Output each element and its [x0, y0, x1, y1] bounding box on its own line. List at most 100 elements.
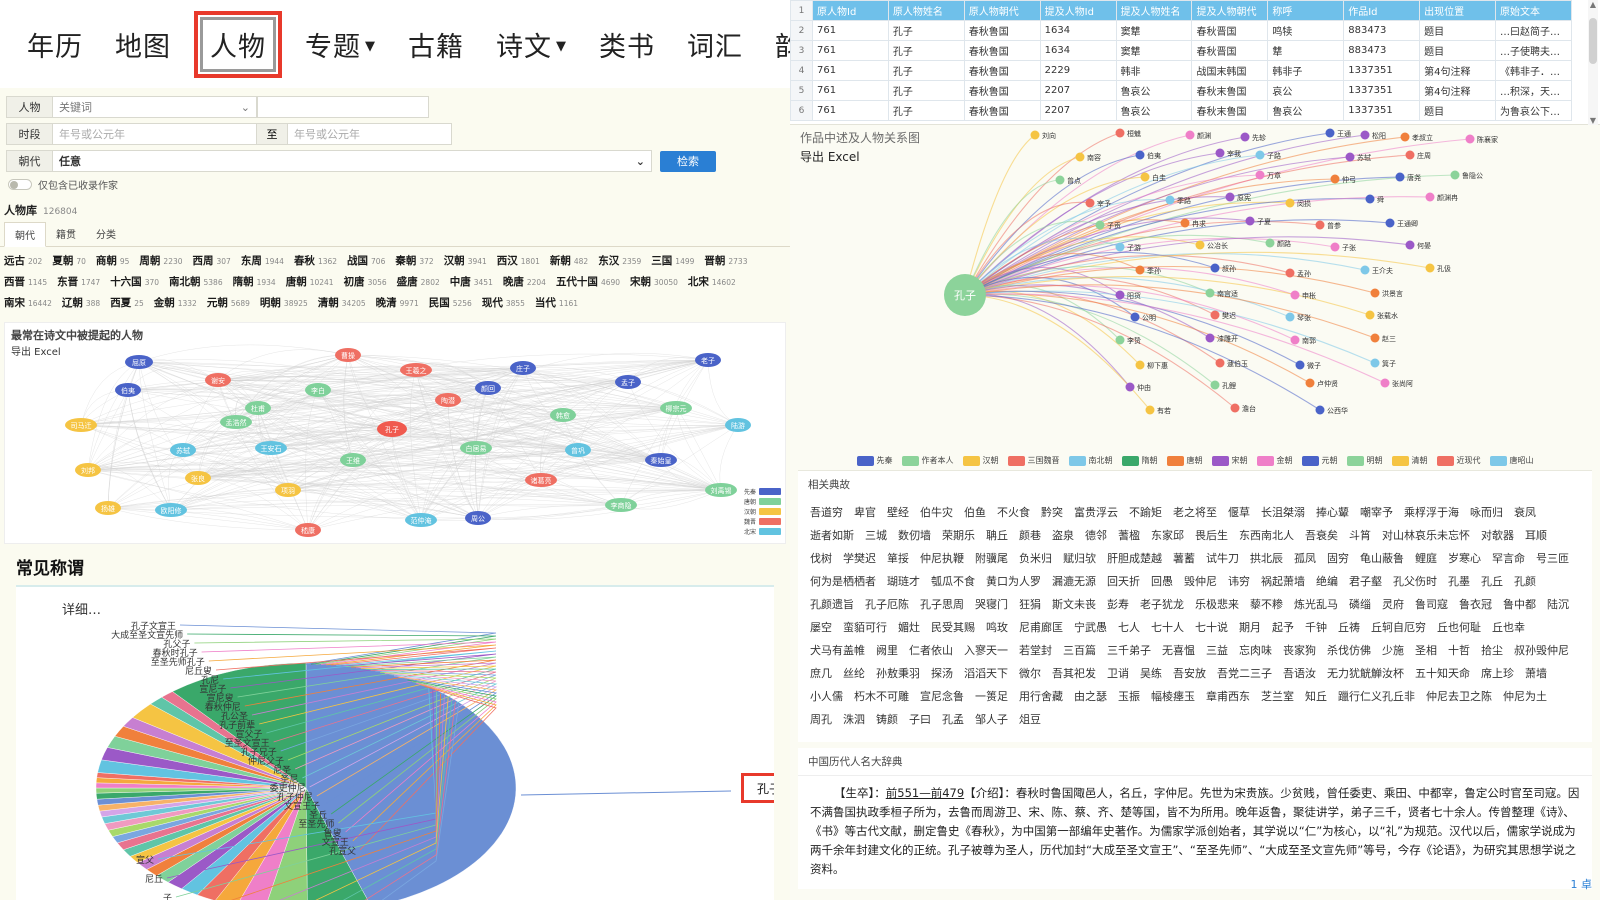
allusion-tag[interactable]: 丘祷: [1338, 619, 1360, 635]
allusion-tag[interactable]: 富贵浮云: [1074, 504, 1118, 520]
allusion-tag[interactable]: 若堂封: [1019, 642, 1052, 658]
network-node[interactable]: 季孙: [1136, 266, 1162, 276]
network-node[interactable]: 张载水: [1366, 311, 1399, 321]
allusion-tag[interactable]: 狂狷: [1019, 596, 1041, 612]
table-row[interactable]: 2761孔子春秋鲁国1634窦犨春秋晋国鸣犊883473题目…曰赵简子使聘大…: [791, 21, 1572, 41]
table-cell[interactable]: 哀公: [1268, 81, 1344, 101]
allusion-tag[interactable]: 灵府: [1382, 596, 1404, 612]
legend-item[interactable]: 元朝: [1302, 455, 1338, 466]
allusion-tag[interactable]: 五十知天命: [1415, 665, 1470, 681]
allusion-tag[interactable]: 仲尼为土: [1503, 688, 1547, 704]
allusion-tag[interactable]: 小人儒: [810, 688, 843, 704]
right-network-export-excel[interactable]: 导出 Excel: [800, 148, 920, 165]
allusion-tag[interactable]: 伯牛灾: [920, 504, 953, 520]
allusion-tag[interactable]: 章甫西东: [1206, 688, 1250, 704]
network-node[interactable]: 项羽: [275, 483, 301, 497]
table-cell[interactable]: 第4句注释: [1420, 61, 1496, 81]
allusion-tag[interactable]: 孔父伤时: [1393, 573, 1437, 589]
allusion-tag[interactable]: 祸起萧墙: [1261, 573, 1305, 589]
allusion-tag[interactable]: 七十说: [1195, 619, 1228, 635]
allusion-tag[interactable]: 屡空: [810, 619, 832, 635]
allusion-tag[interactable]: 仲尼去卫之陈: [1426, 688, 1492, 704]
dynasty-chip-元朝[interactable]: 元朝 5689: [207, 295, 250, 310]
table-cell[interactable]: 韩非子: [1268, 61, 1344, 81]
network-node[interactable]: 公西华: [1316, 406, 1349, 416]
table-cell[interactable]: 孔子: [888, 41, 964, 61]
network-node[interactable]: 宰我: [1216, 149, 1242, 159]
col-origin-person-dynasty[interactable]: 原人物朝代: [964, 1, 1040, 21]
network-node[interactable]: 白居易: [460, 441, 492, 455]
table-cell[interactable]: 761: [813, 61, 889, 81]
only-collected-toggle[interactable]: [8, 179, 32, 190]
allusion-tag[interactable]: 长沮桀溺: [1261, 504, 1305, 520]
dynasty-chip-辽朝[interactable]: 辽朝 388: [62, 295, 100, 310]
dynasty-chip-民国[interactable]: 民国 5256: [429, 295, 472, 310]
col-mentioned-person-id[interactable]: 提及人物Id: [1040, 1, 1116, 21]
allusion-tag[interactable]: 卫诮: [1107, 665, 1129, 681]
allusion-tag[interactable]: 宁武愚: [1074, 619, 1107, 635]
network-node[interactable]: 孝叔立: [1401, 133, 1434, 143]
network-node[interactable]: 樊迟: [1211, 311, 1237, 321]
col-origin-person-id[interactable]: 原人物Id: [813, 1, 889, 21]
network-node[interactable]: 陈襄家: [1466, 135, 1499, 145]
allusion-tag[interactable]: 入寥天一: [964, 642, 1008, 658]
allusion-tag[interactable]: 俎豆: [1019, 711, 1041, 727]
allusion-tag[interactable]: 杀伐仿佛: [1327, 642, 1371, 658]
allusion-tag[interactable]: 孔子厄陈: [865, 596, 909, 612]
network-node[interactable]: 柳下惠: [1136, 361, 1169, 371]
table-cell[interactable]: 883473: [1344, 41, 1420, 61]
network-node[interactable]: 曹操: [335, 348, 361, 362]
allusion-tag[interactable]: 固穷: [1327, 550, 1349, 566]
left-network-export-excel[interactable]: 导出 Excel: [11, 343, 143, 358]
table-cell[interactable]: 题目: [1420, 41, 1496, 61]
allusion-tag[interactable]: 幅棱瘗玉: [1151, 688, 1195, 704]
allusion-tag[interactable]: 毁仲尼: [1184, 573, 1217, 589]
table-cell[interactable]: 761: [813, 21, 889, 41]
network-node[interactable]: 孔子: [377, 421, 407, 437]
network-node[interactable]: 伯夷: [115, 383, 141, 397]
table-cell[interactable]: 为鲁哀公下救火令…: [1496, 101, 1572, 121]
allusion-tag[interactable]: 乐极悲来: [1195, 596, 1239, 612]
right-network-graph[interactable]: 孔子 刘向 桓魋 先轸 王通 松阳 孝叔立 陈襄家 颜渊 南容 伯夷 宰我 子路 苏轼 庄周 曾点 白圭 万章 仲弓…: [790, 125, 1600, 470]
allusions-tab[interactable]: 相关典故: [798, 471, 860, 500]
legend-item[interactable]: 清朝: [1392, 455, 1428, 466]
person-type-select[interactable]: 关键词 ⌄: [52, 96, 257, 118]
table-cell[interactable]: 题目: [1420, 101, 1496, 121]
dynasty-chip-东周[interactable]: 东周 1944: [241, 253, 284, 268]
table-cell[interactable]: 春秋鲁国: [964, 61, 1040, 81]
col-position[interactable]: 出现位置: [1420, 1, 1496, 21]
table-cell[interactable]: 1634: [1040, 41, 1116, 61]
scroll-down-icon[interactable]: ▼: [1588, 116, 1598, 125]
dynasty-chip-中唐[interactable]: 中唐 3451: [450, 274, 493, 289]
network-node[interactable]: 刘禹锡: [705, 483, 737, 497]
dynasty-chip-西晋[interactable]: 西晋 1145: [4, 274, 47, 289]
allusion-tag[interactable]: 斯文未丧: [1052, 596, 1096, 612]
table-row[interactable]: 3761孔子春秋鲁国1634窦犨春秋晋国犨883473题目…子使聘夫子将至…: [791, 41, 1572, 61]
tab-origin[interactable]: 籍贯: [46, 222, 86, 246]
network-node[interactable]: 欧阳修: [155, 503, 187, 517]
network-node[interactable]: 颜渊冉: [1426, 193, 1459, 203]
network-node[interactable]: 申枨: [1291, 291, 1317, 301]
table-cell[interactable]: 孔子: [888, 101, 964, 121]
allusion-tag[interactable]: 肝胆成楚越: [1107, 550, 1162, 566]
allusion-tag[interactable]: 乘桴浮于海: [1404, 504, 1459, 520]
nav-item-7[interactable]: 词汇: [674, 19, 756, 70]
dynasty-chip-十六国[interactable]: 十六国 370: [110, 274, 159, 289]
allusion-tag[interactable]: 孔墨: [1448, 573, 1470, 589]
allusion-tag[interactable]: 无力犹觥觯汝杯: [1327, 665, 1404, 681]
allusion-tag[interactable]: 蛮貊可行: [843, 619, 887, 635]
network-node[interactable]: 箕子: [1371, 359, 1397, 369]
allusion-tag[interactable]: 回愚: [1151, 573, 1173, 589]
table-cell[interactable]: 犨: [1268, 41, 1344, 61]
allusion-tag[interactable]: 拱北辰: [1250, 550, 1283, 566]
network-node[interactable]: 子夏: [1246, 217, 1272, 227]
dynasty-chip-西夏[interactable]: 西夏 25: [110, 295, 144, 310]
legend-item[interactable]: 作者本人: [902, 455, 954, 466]
allusion-tag[interactable]: 衰凤: [1514, 504, 1536, 520]
legend-item[interactable]: 唐朝: [744, 497, 781, 506]
allusion-tag[interactable]: 躐行仁义孔丘非: [1338, 688, 1415, 704]
network-node[interactable]: 曾巩: [565, 443, 591, 457]
network-node[interactable]: 子路: [1256, 151, 1282, 161]
col-original-text[interactable]: 原始文本: [1496, 1, 1572, 21]
dynasty-chip-商朝[interactable]: 商朝 95: [96, 253, 130, 268]
